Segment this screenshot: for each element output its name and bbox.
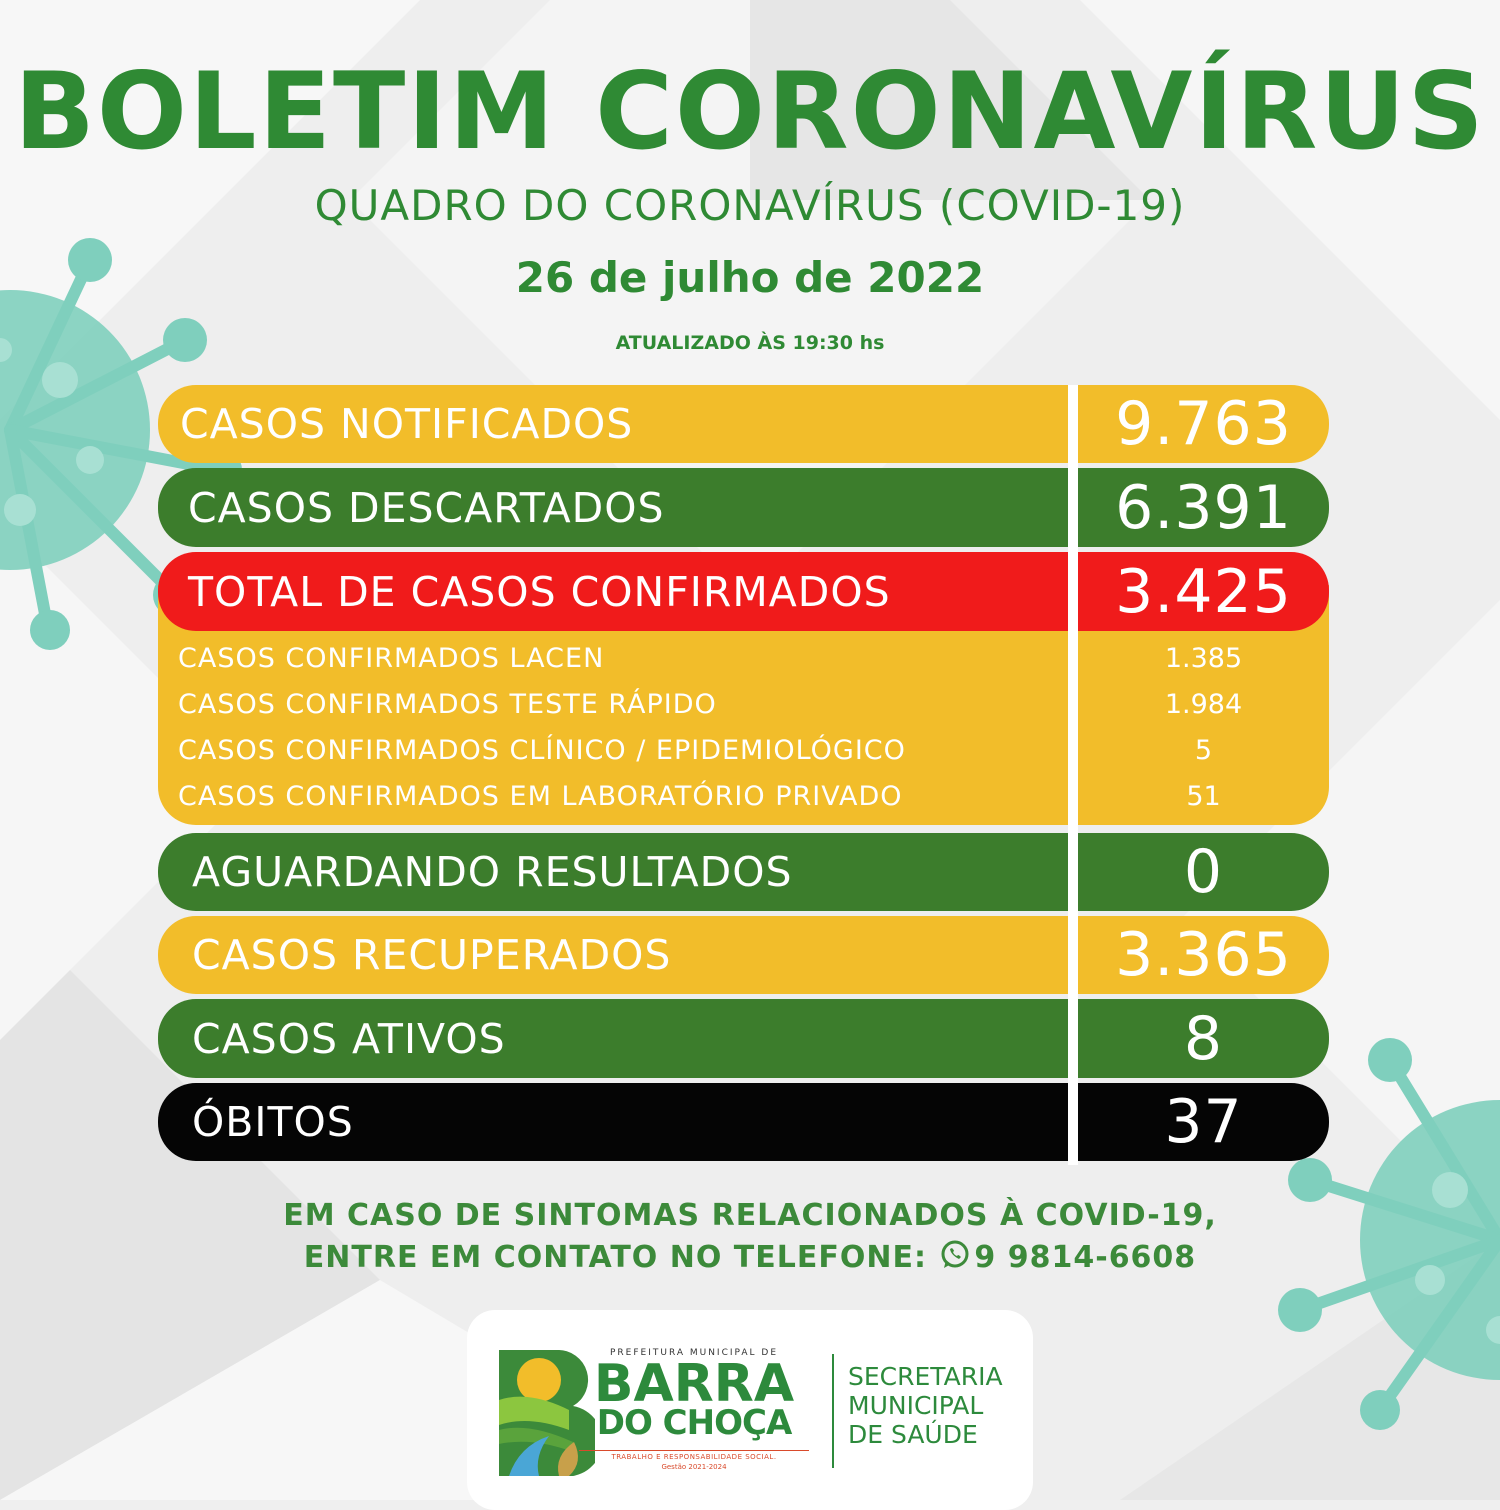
row-label: CASOS ATIVOS — [192, 1014, 506, 1063]
row-value: 8 — [1183, 1003, 1224, 1074]
breakdown-label: CASOS CONFIRMADOS TESTE RÁPIDO — [178, 688, 717, 720]
secretaria-line: SECRETARIA — [848, 1362, 1003, 1391]
row-obitos: ÓBITOS 37 — [158, 1083, 1329, 1161]
barra-do-choca-logo-icon — [499, 1350, 595, 1476]
breakdown-label: CASOS CONFIRMADOS LACEN — [178, 642, 605, 674]
whatsapp-icon — [941, 1240, 969, 1268]
logo-card: PREFEITURA MUNICIPAL DE BARRA DO CHOÇA T… — [467, 1310, 1033, 1510]
row-casos-recuperados: CASOS RECUPERADOS 3.365 — [158, 916, 1329, 994]
contact-prefix: ENTRE EM CONTATO NO TELEFONE: — [303, 1240, 927, 1275]
breakdown-row: CASOS CONFIRMADOS CLÍNICO / EPIDEMIOLÓGI… — [158, 727, 1329, 773]
row-label: ÓBITOS — [192, 1098, 354, 1146]
row-casos-ativos: CASOS ATIVOS 8 — [158, 999, 1329, 1078]
secretaria-line: DE SAÚDE — [848, 1420, 978, 1449]
logo-divider — [832, 1354, 834, 1468]
row-label: CASOS DESCARTADOS — [188, 483, 665, 532]
row-value: 3.425 — [1115, 556, 1292, 627]
breakdown-label: CASOS CONFIRMADOS CLÍNICO / EPIDEMIOLÓGI… — [178, 734, 906, 766]
row-aguardando-resultados: AGUARDANDO RESULTADOS 0 — [158, 833, 1329, 911]
row-label: TOTAL DE CASOS CONFIRMADOS — [188, 567, 891, 616]
logo-tagline: TRABALHO E RESPONSABILIDADE SOCIAL. — [579, 1450, 809, 1461]
bulletin-date: 26 de julho de 2022 — [515, 253, 985, 302]
row-casos-notificados: CASOS NOTIFICADOS 9.763 — [158, 385, 1329, 463]
contact-line: ENTRE EM CONTATO NO TELEFONE: 9 9814-660… — [0, 1236, 1500, 1280]
logo-name-line1: BARRA — [593, 1354, 795, 1414]
page-title: BOLETIM CORONAVÍRUS — [14, 50, 1486, 173]
row-value: 9.763 — [1115, 389, 1292, 459]
logo-gestao: Gestão 2021-2024 — [661, 1463, 727, 1471]
stats-table: CASOS CONFIRMADOS LACEN 1.385 CASOS CONF… — [158, 385, 1329, 1165]
phone-number[interactable]: 9 9814-6608 — [974, 1240, 1197, 1275]
breakdown-value: 5 — [1194, 734, 1213, 766]
row-label: AGUARDANDO RESULTADOS — [192, 848, 793, 896]
page-subtitle: QUADRO DO CORONAVÍRUS (COVID-19) — [314, 181, 1186, 230]
breakdown-row: CASOS CONFIRMADOS LACEN 1.385 — [158, 635, 1329, 681]
column-divider — [1068, 385, 1078, 1165]
row-value: 0 — [1183, 837, 1224, 907]
breakdown-value: 51 — [1186, 780, 1221, 812]
breakdown-label: CASOS CONFIRMADOS EM LABORATÓRIO PRIVADO — [178, 780, 903, 812]
symptoms-notice: EM CASO DE SINTOMAS RELACIONADOS À COVID… — [283, 1198, 1217, 1233]
updated-time: ATUALIZADO ÀS 19:30 hs — [615, 332, 885, 354]
row-label: CASOS RECUPERADOS — [192, 931, 672, 979]
breakdown-value: 1.385 — [1164, 642, 1243, 674]
virus-icon-right — [1278, 1038, 1500, 1430]
logo-prefeitura-text: PREFEITURA MUNICIPAL DE — [609, 1348, 779, 1358]
logo-name-line2: DO CHOÇA — [596, 1403, 793, 1443]
row-value: 37 — [1164, 1087, 1243, 1157]
row-value: 3.365 — [1115, 920, 1292, 990]
row-label: CASOS NOTIFICADOS — [180, 400, 634, 448]
breakdown-value: 1.984 — [1164, 688, 1243, 720]
row-total-confirmados: TOTAL DE CASOS CONFIRMADOS 3.425 — [158, 552, 1329, 631]
secretaria-line: MUNICIPAL — [848, 1391, 984, 1420]
breakdown-row: CASOS CONFIRMADOS EM LABORATÓRIO PRIVADO… — [158, 773, 1329, 819]
secretaria-text: SECRETARIA MUNICIPAL DE SAÚDE — [848, 1362, 1028, 1449]
row-casos-descartados: CASOS DESCARTADOS 6.391 — [158, 468, 1329, 547]
breakdown-row: CASOS CONFIRMADOS TESTE RÁPIDO 1.984 — [158, 681, 1329, 727]
row-value: 6.391 — [1115, 472, 1292, 543]
